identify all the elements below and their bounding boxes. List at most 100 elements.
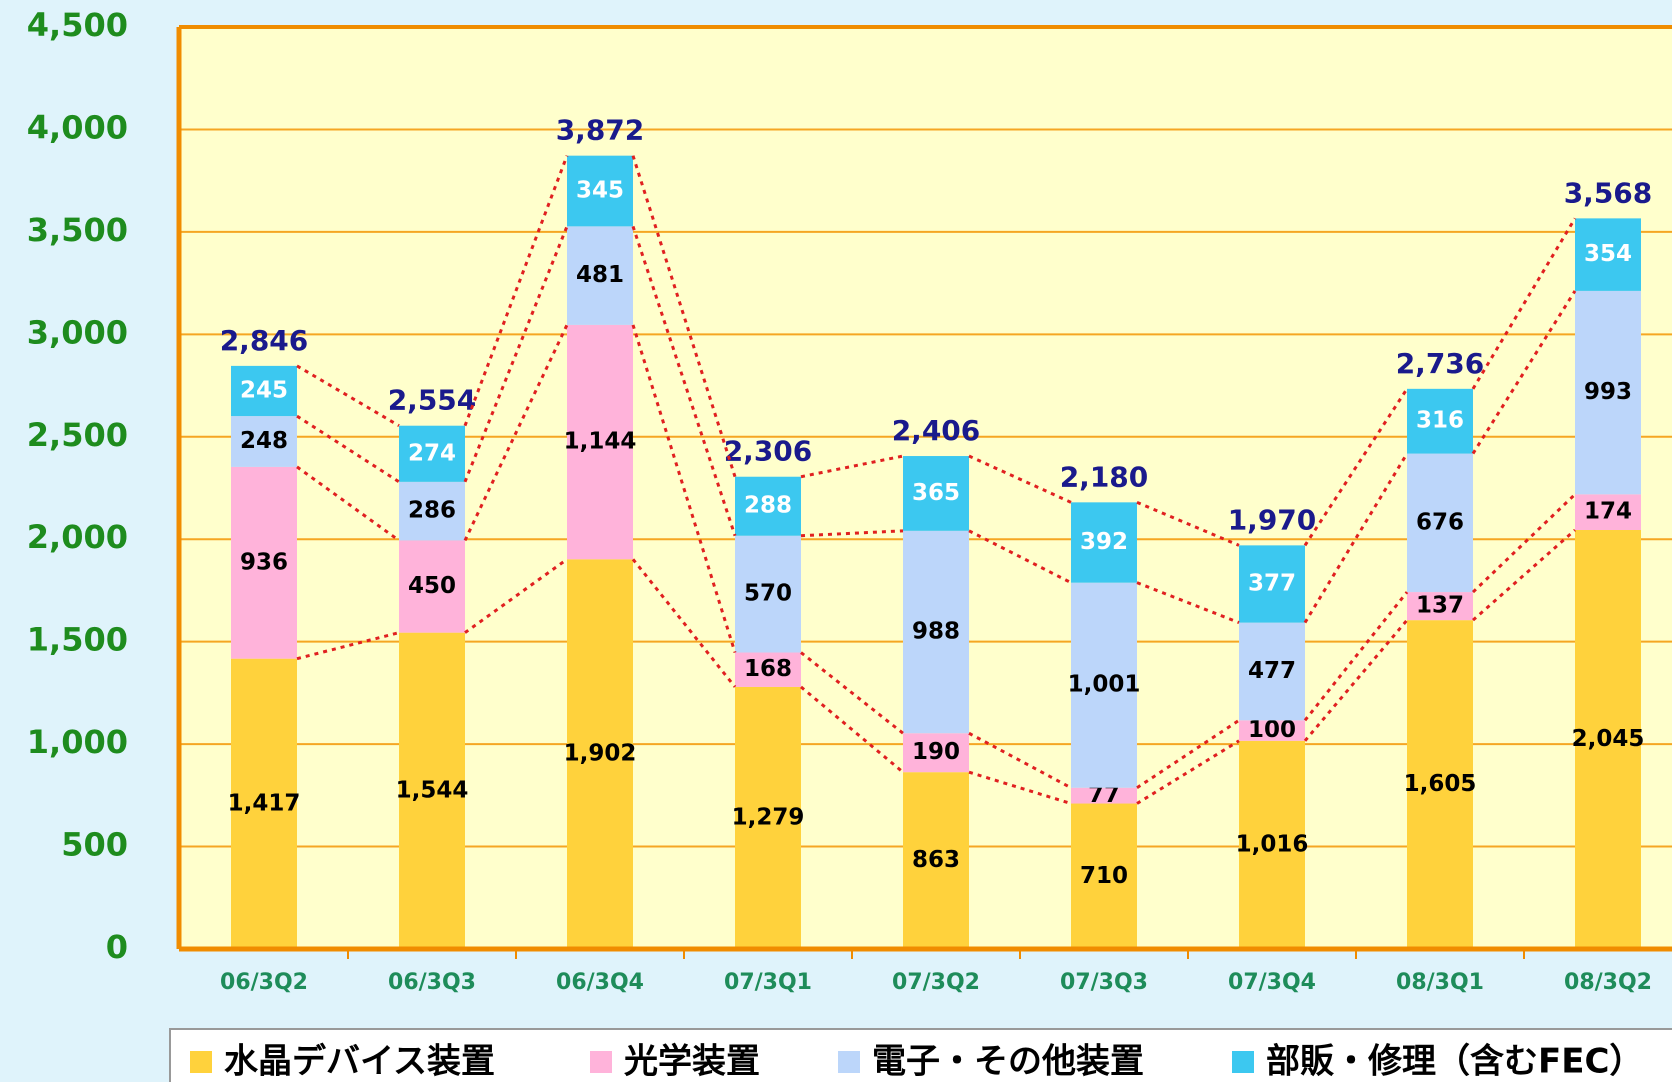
x-tick-label: 07/3Q2 <box>892 970 980 995</box>
total-label: 2,180 <box>1060 460 1149 493</box>
data-label: 316 <box>1416 408 1464 434</box>
x-tick-label: 07/3Q3 <box>1060 970 1148 995</box>
bar-segment <box>903 772 969 949</box>
data-label: 477 <box>1248 658 1296 684</box>
connector <box>1136 581 1240 625</box>
legend-swatch <box>590 1051 612 1073</box>
y-tick-label: 500 <box>61 826 128 864</box>
y-tick-label: 2,000 <box>27 518 128 556</box>
bar-segment <box>1575 530 1641 949</box>
bar-segment <box>1071 803 1137 949</box>
data-label: 377 <box>1248 570 1296 596</box>
connector <box>296 465 400 542</box>
bar-segment <box>1239 740 1305 949</box>
bar-segment <box>567 559 633 949</box>
bar-segment <box>399 425 465 482</box>
bar-segment <box>231 365 297 417</box>
data-label: 190 <box>912 739 960 765</box>
bar-segment <box>735 686 801 949</box>
total-label: 2,306 <box>724 435 813 468</box>
data-label: 1,016 <box>1236 831 1309 857</box>
bar-segment <box>231 416 297 467</box>
data-label: 365 <box>912 480 960 506</box>
total-label: 3,568 <box>1564 176 1653 209</box>
connector <box>1303 388 1409 547</box>
data-label: 450 <box>408 573 456 599</box>
y-tick-label: 4,500 <box>27 6 128 44</box>
data-label: 1,544 <box>396 777 469 803</box>
total-label: 2,736 <box>1396 347 1485 380</box>
data-label: 1,605 <box>1404 771 1477 797</box>
data-label: 1,279 <box>732 804 805 830</box>
bar-segment <box>231 658 297 949</box>
legend-label: 電子・その他装置 <box>872 1042 1144 1082</box>
connector <box>800 651 904 735</box>
connector <box>631 558 737 688</box>
x-tick-label: 06/3Q2 <box>220 970 308 995</box>
bar-segment <box>1407 388 1473 454</box>
data-label: 676 <box>1416 509 1464 535</box>
legend-label: 部販・修理（含むFEC） <box>1266 1042 1643 1082</box>
bar-segment <box>399 481 465 541</box>
connector <box>463 155 569 427</box>
connector <box>631 225 737 537</box>
y-tick-label: 4,000 <box>27 108 128 146</box>
data-label: 1,001 <box>1068 672 1141 698</box>
bar-segment <box>1239 720 1305 741</box>
connector <box>968 529 1072 584</box>
connector <box>296 364 400 428</box>
x-tick-label: 06/3Q4 <box>556 970 644 995</box>
total-label: 2,846 <box>220 324 309 357</box>
data-label: 936 <box>240 549 288 575</box>
connector <box>968 731 1072 790</box>
bar-segment <box>1575 494 1641 531</box>
bar-segment <box>1575 290 1641 495</box>
connector <box>296 414 400 484</box>
bar-segment <box>1071 502 1137 583</box>
bar-segment <box>903 530 969 734</box>
connector <box>463 225 569 483</box>
legend-label: 水晶デバイス装置 <box>224 1042 495 1082</box>
data-label: 481 <box>576 262 624 288</box>
total-label: 3,872 <box>556 114 645 147</box>
bar-segment <box>231 466 297 659</box>
bar-segment <box>567 226 633 325</box>
connector <box>464 558 568 634</box>
data-label: 286 <box>408 498 456 524</box>
x-tick-label: 06/3Q3 <box>388 970 476 995</box>
bar-segment <box>735 535 801 653</box>
connector <box>631 155 737 478</box>
y-tick-label: 0 <box>106 928 128 966</box>
bar-segment <box>1239 545 1305 623</box>
connector <box>1136 719 1240 790</box>
data-label: 248 <box>240 428 288 454</box>
data-label: 2,045 <box>1572 726 1645 752</box>
legend-label: 光学装置 <box>624 1042 760 1082</box>
connector <box>1303 591 1409 722</box>
x-tick-label: 08/3Q1 <box>1396 970 1484 995</box>
legend-swatch <box>838 1051 860 1073</box>
legend-box <box>169 1028 1672 1082</box>
data-label: 174 <box>1584 499 1632 525</box>
bar-segment <box>735 652 801 687</box>
y-tick-label: 3,000 <box>27 313 128 351</box>
data-label: 168 <box>744 656 792 682</box>
legend-swatch <box>190 1051 212 1073</box>
connector <box>1471 493 1577 594</box>
connector <box>1303 452 1409 624</box>
y-tick-label: 1,000 <box>27 723 128 761</box>
total-label: 2,554 <box>388 384 477 417</box>
legend-swatch <box>1232 1051 1254 1073</box>
data-label: 100 <box>1248 717 1296 743</box>
x-tick-label: 07/3Q4 <box>1228 970 1316 995</box>
data-label: 274 <box>408 440 456 466</box>
bar-segment <box>903 733 969 773</box>
data-label: 245 <box>240 377 288 403</box>
bar-segment <box>1407 592 1473 621</box>
bar-segment <box>399 632 465 949</box>
data-label: 288 <box>744 493 792 519</box>
data-label: 1,902 <box>564 741 637 767</box>
bar-segment <box>1071 582 1137 788</box>
bar-segment <box>567 155 633 227</box>
